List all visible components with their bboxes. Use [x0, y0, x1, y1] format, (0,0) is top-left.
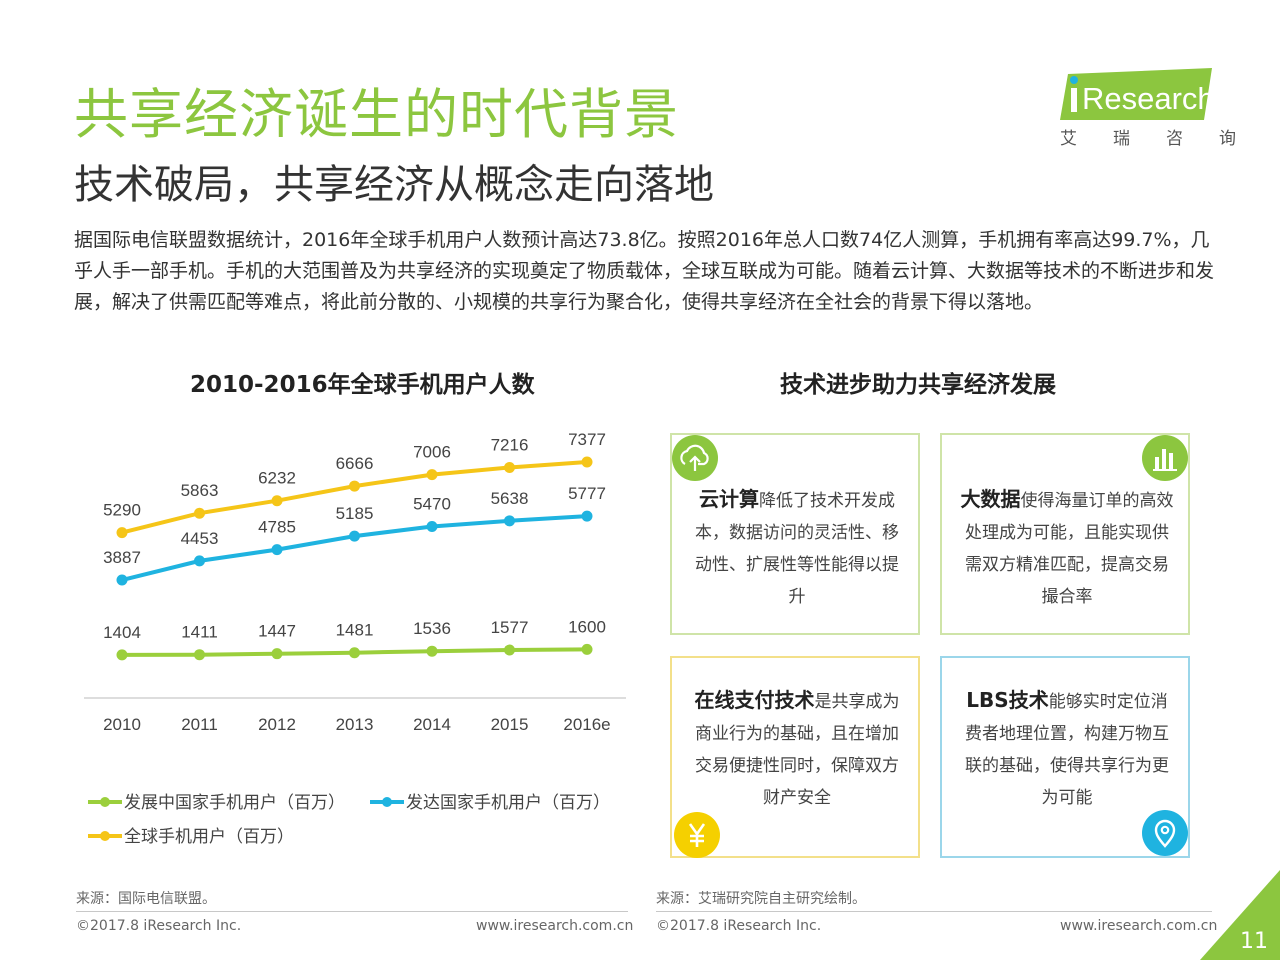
left-copyright: ©2017.8 iResearch Inc. [76, 918, 242, 934]
data-label-1-6: 5777 [568, 484, 606, 503]
data-point-2-0 [116, 649, 128, 661]
card-cloud-computing: 云计算降低了技术开发成本，数据访问的灵活性、移动性、扩展性等性能得以提升 [670, 433, 920, 635]
data-label-2-1: 1411 [181, 623, 218, 642]
data-point-2-4 [426, 645, 438, 657]
data-point-0-0 [116, 527, 128, 539]
panel-title: 技术进步助力共享经济发展 [780, 372, 1056, 398]
right-source-note: 来源：艾瑞研究院自主研究绘制。 [656, 891, 866, 907]
page-title: 共享经济诞生的时代背景 [74, 83, 679, 146]
data-point-1-0 [116, 574, 128, 586]
data-label-2-2: 1447 [258, 622, 296, 641]
data-point-1-6 [581, 510, 593, 522]
data-label-1-2: 4785 [258, 518, 296, 537]
card-big-data-text: 大数据使得海量订单的高效处理成为可能，且能实现供需双方精准匹配，提高交易撮合率 [960, 483, 1174, 613]
x-tick-label-4: 2014 [413, 715, 451, 734]
x-tick-label-3: 2013 [336, 715, 374, 734]
data-point-0-1 [194, 507, 205, 519]
data-label-0-4: 7006 [413, 443, 451, 462]
legend-marker-1 [382, 797, 392, 807]
chart-title: 2010-2016年全球手机用户人数 [190, 372, 535, 398]
data-label-0-0: 5290 [103, 501, 141, 520]
data-point-2-2 [271, 648, 283, 660]
data-label-2-0: 1404 [103, 623, 141, 642]
yuan-icon [674, 812, 720, 858]
card-lbs-body: 能够实时定位消费者地理位置，构建万物互联的基础，使得共享行为更为可能 [965, 692, 1169, 808]
x-tick-label-2: 2012 [258, 715, 296, 734]
data-label-1-5: 5638 [491, 489, 529, 508]
card-online-payment-bold: 在线支付技术 [694, 688, 815, 712]
data-label-2-3: 1481 [336, 621, 374, 640]
data-point-1-4 [426, 520, 438, 532]
data-point-2-3 [349, 647, 360, 659]
cloud-upload-icon [672, 435, 718, 481]
data-label-0-5: 7216 [491, 435, 529, 454]
data-point-2-1 [194, 649, 205, 661]
legend-marker-2 [100, 831, 110, 841]
data-label-1-4: 5470 [413, 494, 451, 513]
data-point-2-6 [581, 643, 593, 655]
logo-tagline: 艾瑞咨询 [1060, 129, 1272, 149]
data-label-0-3: 6666 [336, 454, 374, 473]
location-pin-icon [1142, 810, 1188, 856]
logo-brand-text: Research [1082, 81, 1215, 116]
right-website: www.iresearch.com.cn [1060, 918, 1218, 934]
right-footer-divider [656, 911, 1212, 912]
legend-marker-0 [100, 797, 110, 807]
data-label-2-4: 1536 [413, 619, 451, 638]
data-point-0-5 [504, 461, 515, 473]
left-website: www.iresearch.com.cn [476, 918, 634, 934]
legend-label-0: 发展中国家手机用户（百万） [124, 793, 345, 812]
data-point-0-4 [426, 469, 438, 481]
left-footer-divider [76, 911, 628, 912]
data-label-1-1: 4453 [181, 529, 219, 548]
data-point-0-3 [349, 480, 360, 492]
data-point-1-3 [349, 530, 360, 542]
data-label-0-6: 7377 [568, 430, 606, 449]
card-online-payment-body: 是共享成为商业行为的基础，且在增加交易便捷性同时，保障双方财产安全 [695, 692, 900, 808]
data-point-1-1 [194, 555, 205, 567]
legend-label-2: 全球手机用户（百万） [124, 827, 294, 846]
card-cloud-computing-body: 降低了技术开发成本，数据访问的灵活性、移动性、扩展性等性能得以提升 [695, 491, 899, 607]
data-label-2-5: 1577 [491, 618, 529, 637]
corner-decoration [1200, 870, 1280, 960]
data-label-0-1: 5863 [181, 481, 219, 500]
iresearch-logo: Research [1060, 68, 1215, 122]
card-cloud-computing-text: 云计算降低了技术开发成本，数据访问的灵活性、移动性、扩展性等性能得以提升 [690, 483, 904, 613]
series-line-1 [120, 514, 589, 582]
card-big-data-body: 使得海量订单的高效处理成为可能，且能实现供需双方精准匹配，提高交易撮合率 [965, 491, 1174, 607]
x-tick-label-0: 2010 [103, 715, 141, 734]
line-chart: 5290 5863 6232 6666 7006 7216 7377 3887 4453 4785… [84, 430, 626, 846]
card-lbs-text: LBS技术能够实时定位消费者地理位置，构建万物互联的基础，使得共享行为更为可能 [960, 684, 1174, 814]
data-label-0-2: 6232 [258, 469, 296, 488]
page-subtitle: 技术破局，共享经济从概念走向落地 [74, 162, 714, 208]
data-label-2-6: 1600 [568, 617, 606, 636]
legend-label-1: 发达国家手机用户（百万） [406, 793, 610, 812]
data-point-0-2 [271, 495, 283, 507]
data-point-1-5 [504, 515, 515, 527]
bar-chart-icon [1142, 435, 1188, 481]
data-point-1-2 [271, 544, 283, 556]
data-label-1-0: 3887 [103, 548, 141, 567]
page-number: 11 [1240, 929, 1268, 954]
data-point-0-6 [581, 456, 593, 468]
left-source-note: 来源：国际电信联盟。 [76, 891, 216, 907]
card-cloud-computing-bold: 云计算 [699, 487, 759, 511]
card-big-data-bold: 大数据 [960, 487, 1021, 511]
data-label-1-3: 5185 [336, 504, 374, 523]
card-online-payment-text: 在线支付技术是共享成为商业行为的基础，且在增加交易便捷性同时，保障双方财产安全 [690, 684, 904, 814]
x-tick-label-5: 2015 [491, 715, 529, 734]
intro-paragraph: 据国际电信联盟数据统计，2016年全球手机用户人数预计高达73.8亿。按照201… [74, 229, 1215, 313]
x-tick-label-6: 2016e [563, 715, 610, 734]
right-copyright: ©2017.8 iResearch Inc. [656, 918, 822, 934]
x-tick-label-1: 2011 [181, 715, 218, 734]
data-point-2-5 [504, 644, 515, 656]
card-lbs-bold: LBS技术 [966, 688, 1049, 712]
